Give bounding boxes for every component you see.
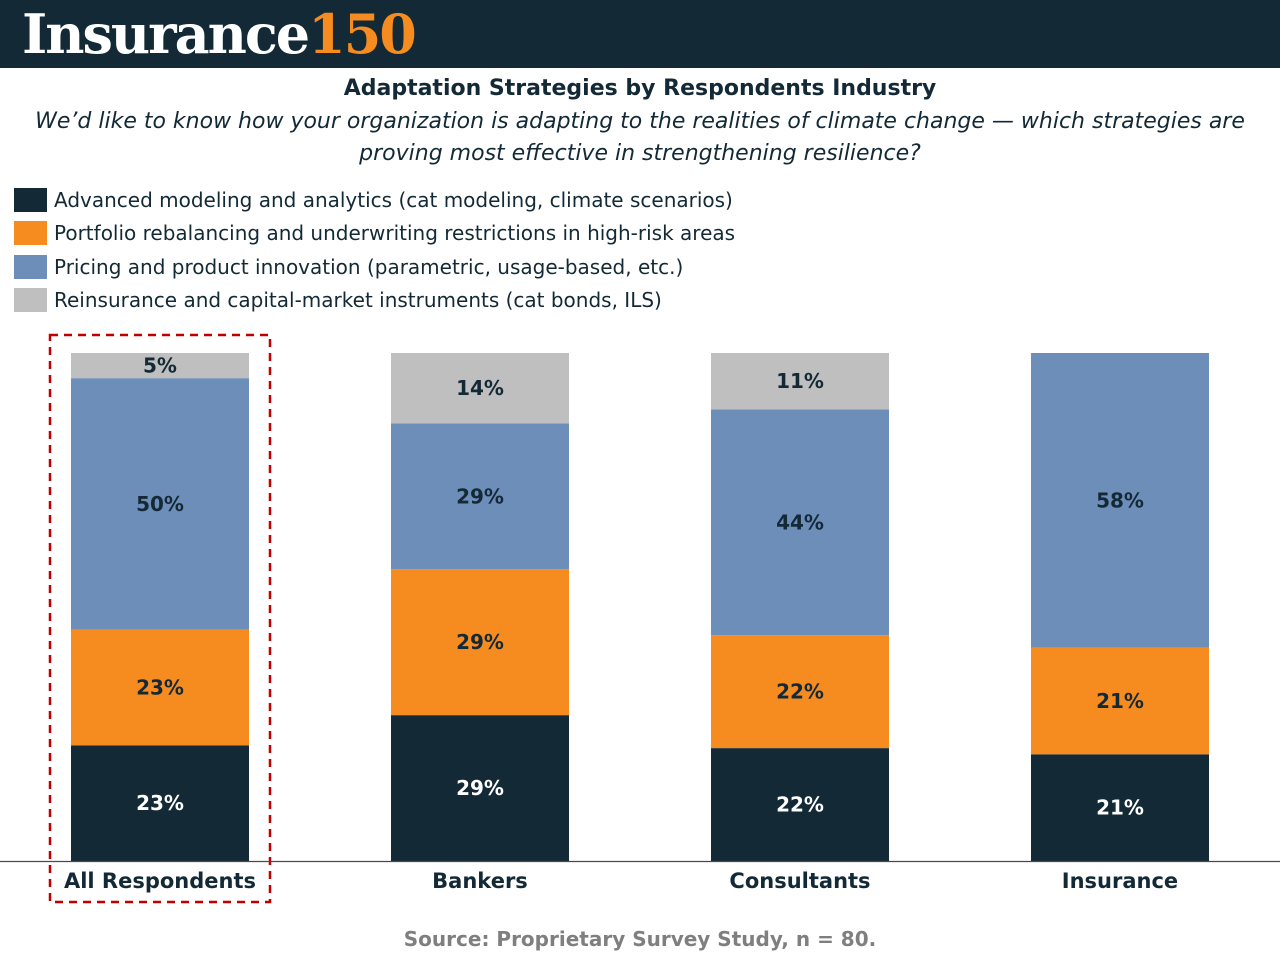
data-label: 21% bbox=[1096, 796, 1144, 820]
data-label: 14% bbox=[456, 376, 504, 400]
data-label: 21% bbox=[1096, 689, 1144, 713]
data-label: 22% bbox=[776, 680, 824, 704]
data-label: 22% bbox=[776, 793, 824, 817]
data-label: 29% bbox=[456, 776, 504, 800]
source-note: Source: Proprietary Survey Study, n = 80… bbox=[0, 924, 1280, 954]
stacked-bar-chart: 23% 23% 50% 5% All Respondents 29% 29% 29% 14% Ba… bbox=[0, 0, 1280, 960]
data-label: 23% bbox=[136, 675, 184, 699]
data-label: 29% bbox=[456, 484, 504, 508]
data-label: 50% bbox=[136, 492, 184, 516]
data-label: 44% bbox=[776, 510, 824, 534]
category-label: Insurance bbox=[1062, 869, 1178, 893]
category-label: Consultants bbox=[729, 869, 870, 893]
data-label: 5% bbox=[143, 354, 177, 378]
data-label: 58% bbox=[1096, 488, 1144, 512]
category-label: Bankers bbox=[432, 869, 528, 893]
category-label: All Respondents bbox=[64, 869, 256, 893]
data-label: 23% bbox=[136, 791, 184, 815]
data-label: 11% bbox=[776, 369, 824, 393]
data-label: 29% bbox=[456, 630, 504, 654]
